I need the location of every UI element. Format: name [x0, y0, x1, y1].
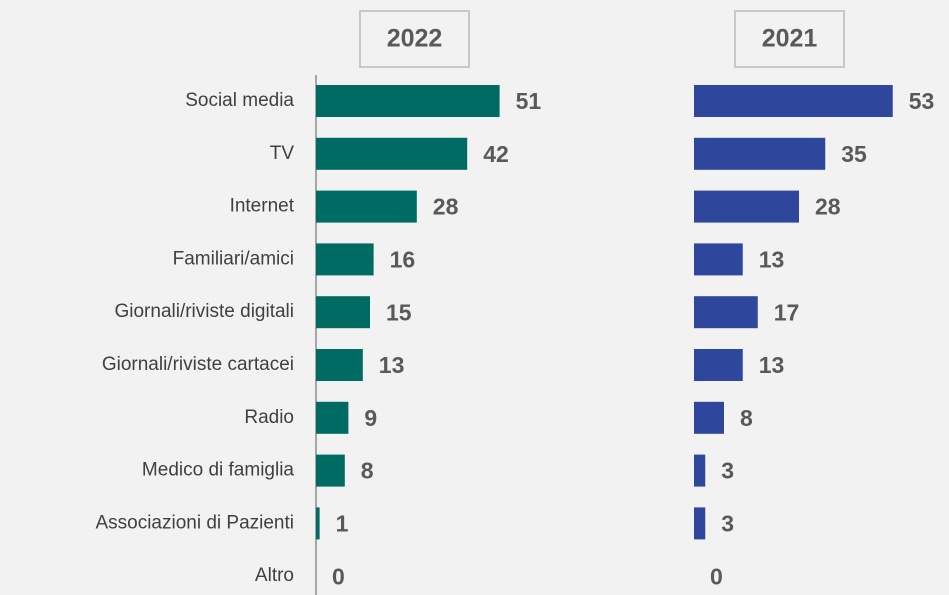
bar [316, 401, 349, 434]
value-label: 1 [336, 510, 349, 536]
value-label: 15 [386, 299, 412, 325]
bar [316, 296, 370, 329]
category-label: Giornali/riviste digitali [114, 301, 294, 322]
value-label: 13 [759, 352, 785, 378]
value-label: 16 [390, 246, 416, 272]
header-box [734, 10, 845, 68]
category-label: Altro [255, 565, 294, 586]
bar [316, 243, 374, 276]
value-label: 53 [909, 88, 935, 114]
bar [694, 349, 743, 381]
value-label: 3 [721, 458, 734, 484]
bar [316, 507, 320, 540]
value-label: 35 [841, 141, 867, 167]
bar [694, 137, 826, 170]
category-label: Medico di famiglia [142, 460, 294, 481]
value-label: 51 [516, 88, 542, 114]
value-label: 0 [332, 563, 345, 589]
bar [694, 296, 758, 329]
bar [316, 454, 345, 487]
category-label: TV [270, 143, 295, 164]
bar [316, 190, 417, 223]
category-label: Giornali/riviste cartacei [102, 354, 294, 375]
value-label: 13 [759, 246, 785, 272]
value-label: 0 [710, 563, 723, 589]
category-label: Radio [244, 407, 294, 428]
bar [694, 401, 724, 434]
bar [316, 137, 468, 170]
header-label: 2022 [387, 25, 443, 53]
bar [316, 349, 363, 381]
header-box [359, 10, 470, 68]
value-label: 28 [433, 194, 459, 220]
bar [694, 243, 743, 276]
value-label: 9 [364, 405, 377, 431]
category-label: Internet [230, 196, 295, 217]
bar [694, 507, 706, 540]
bar [694, 454, 706, 487]
category-label: Familiari/amici [173, 248, 294, 269]
header-label: 2021 [762, 25, 818, 53]
value-label: 3 [721, 510, 734, 536]
value-label: 13 [379, 352, 405, 378]
bar [316, 85, 500, 117]
value-label: 17 [774, 299, 800, 325]
bar [694, 85, 893, 117]
category-label: Associazioni di Pazienti [95, 512, 294, 533]
value-label: 28 [815, 194, 841, 220]
value-label: 42 [483, 141, 509, 167]
value-label: 8 [740, 405, 753, 431]
value-label: 8 [361, 458, 374, 484]
category-label: Social media [185, 90, 294, 111]
bar [694, 190, 799, 223]
